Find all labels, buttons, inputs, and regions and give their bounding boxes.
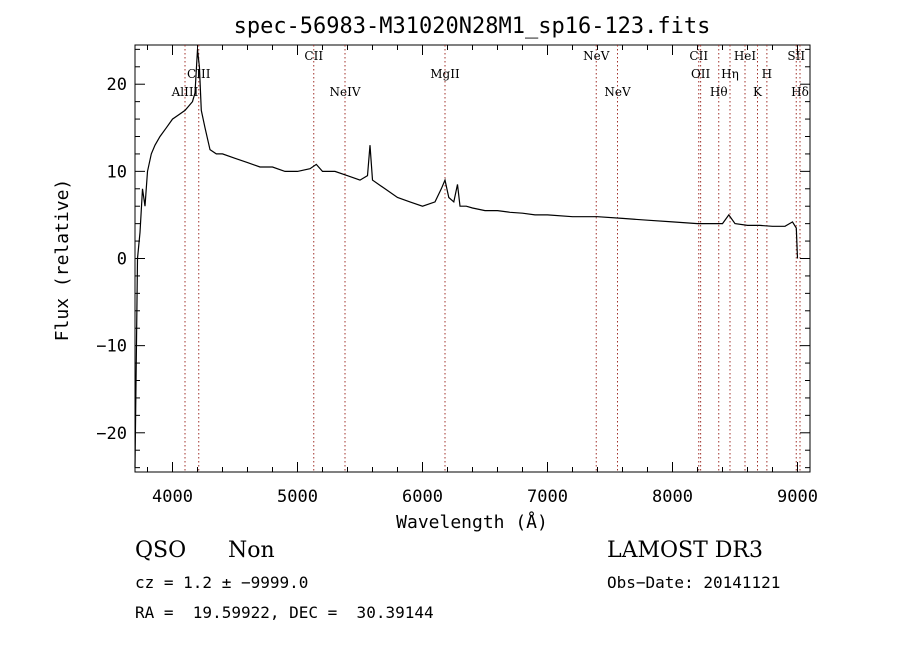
redshift-readout: cz = 1.2 ± −9999.0 bbox=[135, 573, 309, 592]
object-class: QSO bbox=[135, 538, 187, 563]
x-tick-label-1: 5000 bbox=[277, 487, 318, 507]
x-tick-label-0: 4000 bbox=[152, 487, 193, 507]
x-tick-label-2: 6000 bbox=[402, 487, 443, 507]
spectrum-series-line bbox=[134, 49, 799, 468]
emission-line-labels: AlIII CIII CII NeIV MgII NeV NeV CII OII Hθ Hη HeI K… bbox=[171, 49, 809, 99]
line-label-8: OII bbox=[691, 67, 711, 81]
y-tick-label-1: −10 bbox=[96, 337, 127, 357]
line-label-0: AlIII bbox=[171, 85, 199, 99]
x-axis-ticks: 4000 5000 6000 7000 8000 9000 bbox=[147, 45, 818, 507]
line-label-6: NeV bbox=[604, 85, 631, 99]
line-label-2: CII bbox=[304, 49, 323, 63]
line-label-1: CIII bbox=[187, 67, 211, 81]
line-label-3: NeIV bbox=[329, 85, 360, 99]
line-label-12: K bbox=[753, 85, 763, 99]
line-label-7: CII bbox=[689, 49, 708, 63]
coordinates-readout: RA = 19.59922, DEC = 30.39144 bbox=[135, 603, 434, 622]
survey-label: LAMOST DR3 bbox=[607, 538, 763, 563]
line-label-10: Hη bbox=[721, 67, 739, 81]
y-axis-ticks: −20 −10 0 10 20 bbox=[96, 48, 810, 469]
line-label-4: MgII bbox=[430, 67, 460, 81]
y-axis-label: Flux (relative) bbox=[52, 179, 73, 342]
y-tick-label-3: 10 bbox=[107, 162, 127, 182]
x-tick-label-4: 8000 bbox=[652, 487, 693, 507]
x-tick-label-5: 9000 bbox=[777, 487, 818, 507]
plot-frame bbox=[134, 44, 811, 473]
x-axis-label: Wavelength (Å) bbox=[396, 511, 548, 533]
line-label-13: H bbox=[762, 67, 772, 81]
object-subclass: Non bbox=[228, 538, 275, 563]
x-tick-label-3: 7000 bbox=[527, 487, 568, 507]
line-label-9: Hθ bbox=[710, 85, 728, 99]
line-label-5: NeV bbox=[583, 49, 610, 63]
chart-title: spec-56983-M31020N28M1_sp16-123.fits bbox=[234, 14, 711, 39]
line-label-15: Hδ bbox=[791, 85, 809, 99]
y-tick-label-2: 0 bbox=[117, 250, 127, 270]
observation-date: Obs−Date: 20141121 bbox=[607, 573, 781, 592]
line-label-14: SII bbox=[787, 49, 805, 63]
line-label-11: HeI bbox=[734, 49, 757, 63]
y-tick-label-0: −20 bbox=[96, 424, 127, 444]
emission-line-markers bbox=[184, 45, 801, 472]
y-tick-label-4: 20 bbox=[107, 75, 127, 95]
